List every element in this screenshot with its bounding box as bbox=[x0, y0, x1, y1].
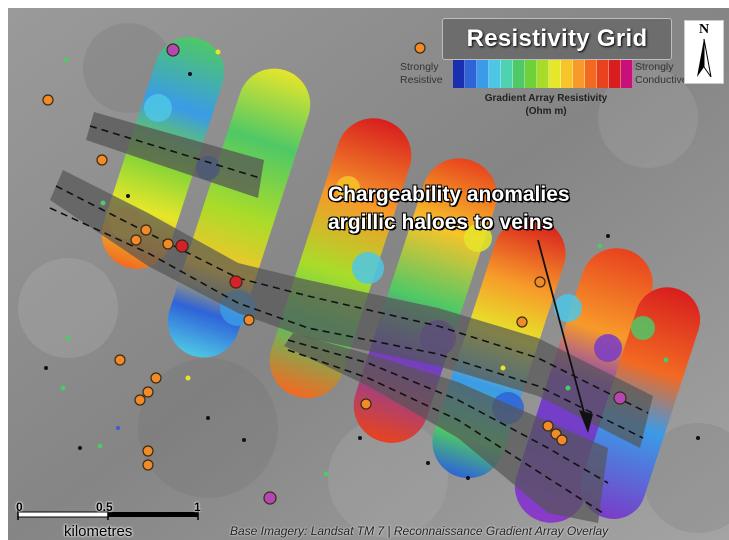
legend-swatch-15 bbox=[621, 60, 633, 88]
legend-swatch-2 bbox=[465, 60, 477, 88]
legend-swatch-1 bbox=[453, 60, 465, 88]
north-arrow: N bbox=[684, 20, 724, 84]
legend-swatch-11 bbox=[573, 60, 585, 88]
scale-tick-05: 0.5 bbox=[96, 500, 113, 514]
legend-color-scale bbox=[453, 60, 633, 88]
interpretation-arrow bbox=[537, 239, 593, 433]
scale-tick-1: 1 bbox=[194, 500, 201, 514]
anomaly-band-north bbox=[86, 112, 264, 198]
legend-swatch-6 bbox=[513, 60, 525, 88]
legend-swatch-8 bbox=[537, 60, 549, 88]
legend-swatch-13 bbox=[597, 60, 609, 88]
legend-swatch-4 bbox=[489, 60, 501, 88]
north-arrow-icon bbox=[697, 38, 712, 78]
anomaly-band-south bbox=[284, 333, 608, 523]
legend-swatch-5 bbox=[501, 60, 513, 88]
legend-title: Resistivity Grid bbox=[442, 18, 672, 60]
legend-swatch-9 bbox=[549, 60, 561, 88]
anomaly-band-central bbox=[50, 170, 653, 448]
scale-bar bbox=[17, 506, 199, 520]
legend-swatch-14 bbox=[609, 60, 621, 88]
scale-unit: kilometres bbox=[64, 523, 133, 540]
legend-scale-title: Gradient Array Resistivity (Ohm m) bbox=[484, 93, 608, 117]
resistivity-map bbox=[8, 8, 729, 540]
north-letter: N bbox=[698, 22, 710, 37]
legend-swatch-3 bbox=[477, 60, 489, 88]
sample-points bbox=[42, 42, 627, 505]
legend-swatch-10 bbox=[561, 60, 573, 88]
legend-swatch-7 bbox=[525, 60, 537, 88]
vein-traces bbox=[49, 125, 649, 514]
chargeability-annotation: Chargeability anomalies argillic haloes … bbox=[328, 181, 688, 237]
annotation-line-1: Chargeability anomalies bbox=[328, 183, 570, 206]
legend-conductive-label: Strongly Conductive bbox=[635, 61, 688, 86]
legend-resistive-label: Strongly Resistive bbox=[400, 61, 443, 86]
map-caption: Base Imagery: Landsat TM 7 | Reconnaissa… bbox=[230, 524, 609, 538]
scale-tick-0: 0 bbox=[16, 500, 23, 514]
legend-swatch-12 bbox=[585, 60, 597, 88]
chargeability-anomaly-bands bbox=[50, 112, 653, 523]
map-frame: Resistivity Grid Strongly Resistive Stro… bbox=[8, 8, 729, 540]
minor-sample-points bbox=[44, 49, 700, 480]
annotation-line-2: argillic haloes to veins bbox=[328, 211, 554, 234]
